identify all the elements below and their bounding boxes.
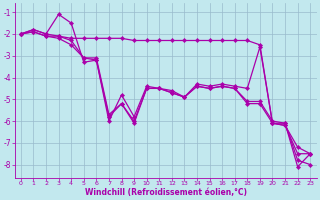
X-axis label: Windchill (Refroidissement éolien,°C): Windchill (Refroidissement éolien,°C)	[84, 188, 246, 197]
